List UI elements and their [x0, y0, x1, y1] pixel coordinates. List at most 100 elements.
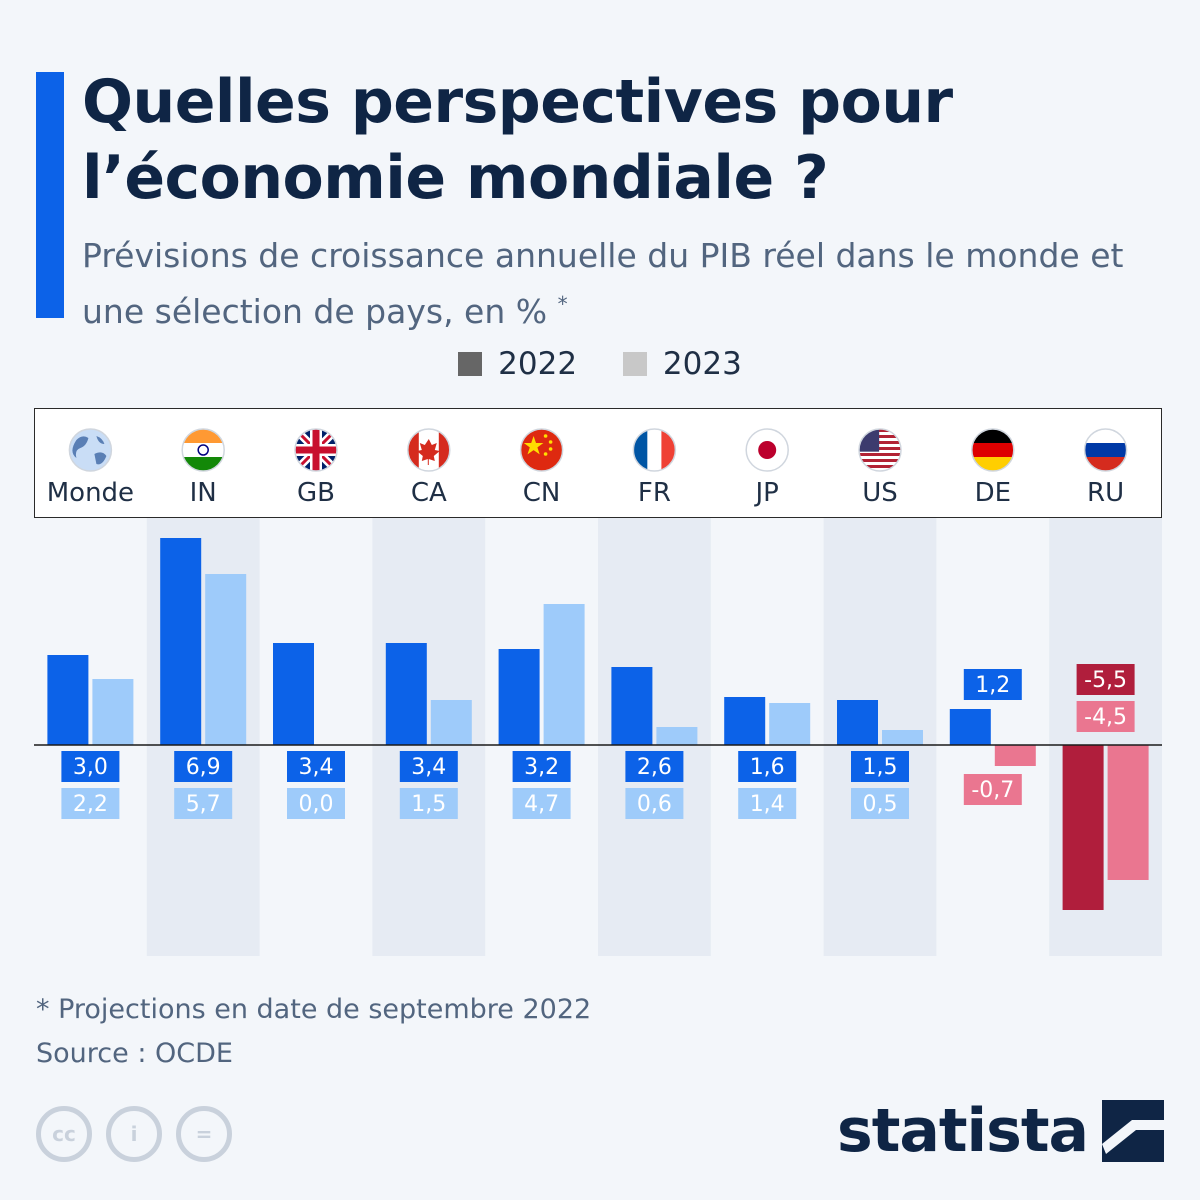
legend-swatch-2022 [458, 352, 483, 376]
bar-2023 [656, 727, 698, 745]
canada-flag-icon [407, 428, 451, 472]
bar-2022 [385, 643, 427, 745]
data-label: 3,4 [287, 751, 345, 782]
svg-text:0,0: 0,0 [299, 792, 334, 817]
data-label: 3,4 [399, 751, 458, 782]
uk-flag-icon [294, 428, 338, 472]
no-derivatives-icon[interactable]: = [176, 1106, 232, 1162]
data-label: 4,7 [512, 788, 571, 819]
japan-flag-icon [745, 428, 789, 472]
country-icons [68, 428, 1128, 472]
bar-2022 [160, 538, 202, 745]
category-label: FR [638, 478, 671, 508]
data-label: 1,2 [963, 669, 1022, 700]
footnote-block: * Projections en date de septembre 2022 … [36, 988, 591, 1076]
legend-item-2023: 2023 [622, 346, 742, 382]
data-label: 1,6 [738, 751, 797, 782]
data-label: 5,7 [174, 788, 233, 819]
svg-text:2,6: 2,6 [637, 755, 672, 780]
legend: 2022 2023 [0, 346, 1200, 384]
svg-text:3,2: 3,2 [524, 755, 559, 780]
bar-2023 [769, 703, 811, 745]
legend-label-2023: 2023 [662, 346, 742, 382]
bar-2022 [47, 655, 89, 745]
legend-label-2022: 2022 [498, 346, 578, 382]
bar-2023 [882, 730, 923, 745]
data-label: 1,5 [399, 788, 458, 819]
bar-2023 [430, 700, 472, 745]
category-label: Monde [47, 478, 134, 508]
data-label: 6,9 [174, 751, 233, 782]
russia-flag-icon [1083, 428, 1128, 472]
data-label: 2,2 [61, 788, 120, 819]
chart-title: Quelles perspectives pour l’économie mon… [82, 67, 953, 213]
source: Source : OCDE [36, 1038, 233, 1069]
svg-text:2,2: 2,2 [73, 792, 108, 817]
svg-text:1,4: 1,4 [750, 792, 785, 817]
bar-2023 [543, 604, 585, 745]
svg-text:-0,7: -0,7 [971, 778, 1014, 803]
bar-chart: Monde IN GB CA CN FR JP US DE RU 3,0 2,2 6,9 5,7 3,4 0,… [34, 428, 1162, 956]
category-label: JP [754, 478, 779, 508]
bar-2022 [273, 643, 314, 745]
svg-text:0,6: 0,6 [637, 792, 672, 817]
data-label: 0,6 [625, 788, 684, 819]
bar-2023 [994, 745, 1036, 766]
bar-2022 [837, 700, 878, 745]
category-label: GB [297, 478, 335, 508]
accent-bar [36, 72, 64, 318]
bar-2023 [1107, 745, 1149, 880]
legend-item-2022: 2022 [458, 346, 577, 382]
svg-text:1,5: 1,5 [863, 755, 898, 780]
svg-text:3,4: 3,4 [299, 755, 334, 780]
data-label: -0,7 [963, 774, 1022, 805]
bar-2022 [498, 649, 540, 745]
data-label: 0,0 [287, 788, 345, 819]
statista-logo[interactable]: statista [837, 1096, 1164, 1166]
svg-text:0,5: 0,5 [863, 792, 898, 817]
category-label: CA [411, 478, 447, 508]
data-label: 2,6 [625, 751, 684, 782]
svg-text:4,7: 4,7 [524, 792, 559, 817]
subtitle-footnote-mark: * [557, 292, 568, 316]
china-flag-icon [519, 428, 564, 472]
svg-text:5,7: 5,7 [186, 792, 221, 817]
category-label: CN [523, 478, 561, 508]
svg-text:3,4: 3,4 [411, 755, 446, 780]
cc-icon[interactable]: cc [36, 1106, 92, 1162]
bar-2023 [205, 574, 247, 745]
usa-flag-icon [858, 428, 902, 472]
data-label: -5,5 [1076, 664, 1135, 695]
svg-text:1,6: 1,6 [750, 755, 785, 780]
license-icons: cc i = [36, 1106, 232, 1162]
svg-text:-5,5: -5,5 [1084, 668, 1127, 693]
category-label: RU [1087, 478, 1124, 508]
svg-text:3,0: 3,0 [73, 755, 108, 780]
india-flag-icon [181, 428, 225, 472]
bar-2022 [1062, 745, 1104, 910]
data-label: 3,0 [61, 751, 120, 782]
data-label: 1,4 [738, 788, 797, 819]
data-label: 1,5 [851, 751, 909, 782]
category-label: DE [975, 478, 1011, 508]
brand-name: statista [836, 1096, 1089, 1166]
bar-2022 [949, 709, 991, 745]
globe-icon [68, 428, 113, 472]
bar-2023 [92, 679, 134, 745]
footnote: * Projections en date de septembre 2022 [36, 994, 592, 1025]
attribution-icon[interactable]: i [106, 1106, 162, 1162]
data-label: 3,2 [512, 751, 571, 782]
category-label: IN [190, 478, 217, 508]
statista-mark-icon [1102, 1100, 1164, 1162]
chart-subtitle: Prévisions de croissance annuelle du PIB… [82, 232, 1162, 336]
france-flag-icon [632, 428, 677, 472]
svg-text:6,9: 6,9 [186, 755, 221, 780]
subtitle-text: Prévisions de croissance annuelle du PIB… [82, 236, 1124, 331]
svg-text:-4,5: -4,5 [1084, 705, 1127, 730]
bar-2022 [724, 697, 766, 745]
svg-text:1,5: 1,5 [411, 792, 446, 817]
germany-flag-icon [971, 428, 1015, 472]
bar-2022 [611, 667, 653, 745]
country-header-box [34, 408, 1162, 518]
category-label: US [862, 478, 898, 508]
